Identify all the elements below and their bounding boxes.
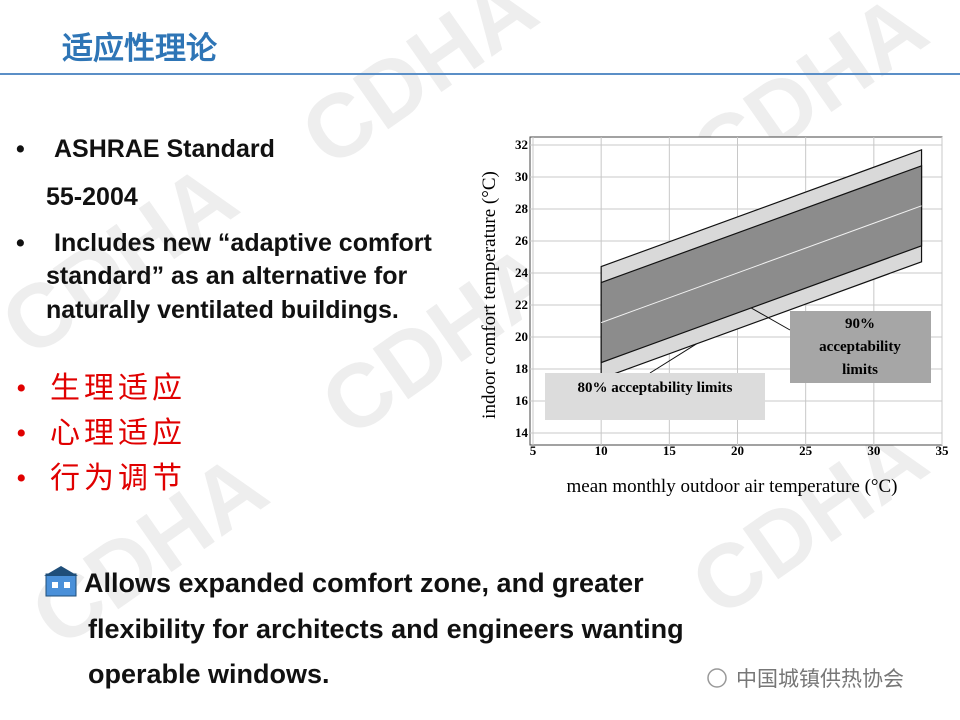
label-box — [545, 373, 765, 420]
y-tick-label: 28 — [515, 201, 529, 216]
band-label: limits — [842, 362, 878, 378]
bullet-dot: • — [16, 417, 27, 450]
chart: 5 10 15 20 25 30 35 14 16 18 20 22 24 26 28 30 32 80% acc… — [479, 136, 950, 497]
y-tick-label: 18 — [515, 361, 529, 376]
leader-line — [750, 307, 791, 331]
y-tick-label: 26 — [515, 233, 529, 248]
bullet-text: Includes new “adaptive comfort — [54, 229, 433, 257]
footer-text: 中国城镇供热协会 — [736, 668, 904, 691]
cn-bullets: • 生理适应 • 心理适应 • 行为调节 — [16, 372, 186, 495]
bullet-dot: • — [16, 372, 27, 405]
bottom-line: flexibility for architects and engineers… — [88, 614, 684, 644]
bullet-text: naturally ventilated buildings. — [46, 296, 399, 324]
x-axis-label: mean monthly outdoor air temperature (°C… — [566, 476, 897, 497]
y-tick-label: 24 — [515, 265, 529, 280]
cn-bullet: 心理适应 — [50, 417, 186, 450]
x-tick-label: 5 — [530, 443, 537, 458]
footer-icon — [707, 668, 727, 688]
leader-line — [649, 343, 697, 374]
y-axis-label: indoor comfort temperature (°C) — [479, 171, 500, 419]
x-tick-label: 30 — [867, 443, 880, 458]
bullet-dot: • — [16, 462, 27, 495]
band-label: 90% — [845, 316, 875, 332]
x-tick-label: 20 — [731, 443, 744, 458]
y-tick-label: 14 — [515, 425, 529, 440]
bullet-text: standard” as an alternative for — [46, 262, 408, 290]
band-label: acceptability — [819, 339, 901, 355]
bullet-dot: • — [16, 135, 25, 163]
y-tick-label: 22 — [515, 297, 528, 312]
label-box — [790, 311, 931, 383]
x-tick-label: 25 — [799, 443, 813, 458]
slide-title: 适应性理论 — [62, 31, 218, 66]
band-label: 80% acceptability limits — [578, 380, 733, 396]
bullet-text: ASHRAE Standard — [54, 135, 275, 163]
cn-bullet: 生理适应 — [50, 372, 186, 405]
y-tick-label: 32 — [515, 137, 528, 152]
watermark: CDHA — [0, 145, 254, 376]
bottom-text: Allows expanded comfort zone, and greate… — [84, 568, 684, 689]
building-icon — [44, 566, 78, 597]
bullet-dot: • — [16, 229, 25, 257]
x-tick-label: 15 — [663, 443, 677, 458]
center-line — [600, 205, 922, 324]
bottom-line: Allows expanded comfort zone, and greate… — [84, 568, 644, 598]
footer: 中国城镇供热协会 — [707, 668, 904, 691]
x-tick-label: 10 — [595, 443, 608, 458]
y-tick-label: 20 — [515, 329, 528, 344]
y-tick-label: 30 — [515, 169, 528, 184]
bottom-line: operable windows. — [88, 659, 330, 689]
watermark: CDHA — [284, 0, 554, 186]
y-tick-label: 16 — [515, 393, 529, 408]
cn-bullet: 行为调节 — [50, 462, 186, 495]
bullets: • ASHRAE Standard 55-2004 • Includes new… — [16, 135, 433, 324]
x-tick-label: 35 — [936, 443, 950, 458]
bullet-text: 55-2004 — [46, 183, 138, 211]
